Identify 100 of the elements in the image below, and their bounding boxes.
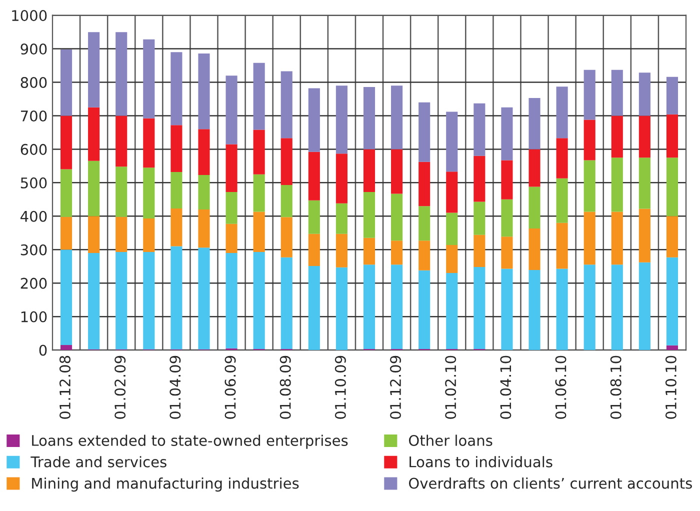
- bar: [363, 264, 376, 350]
- legend-label: Loans extended to state-owned enterprises: [32, 434, 348, 449]
- bar: [474, 103, 486, 156]
- bar: [611, 116, 623, 158]
- y-tick-label: 0: [39, 344, 47, 356]
- bar: [226, 252, 238, 348]
- bar: [198, 129, 210, 175]
- bar: [666, 257, 678, 346]
- legend-label: Loans to individuals: [410, 456, 552, 468]
- bar: [88, 32, 100, 108]
- bar: [280, 138, 292, 186]
- y-tick-label: 1000: [12, 10, 47, 22]
- bar: [446, 172, 458, 213]
- bar: [336, 86, 348, 154]
- y-tick-label: 300: [20, 244, 47, 256]
- bar: [226, 192, 238, 224]
- bar: [198, 248, 210, 350]
- y-tick-label: 400: [20, 210, 47, 222]
- bar: [363, 238, 376, 265]
- bar: [336, 234, 348, 268]
- legend-label: Other loans: [408, 434, 492, 446]
- bar: [528, 270, 540, 350]
- bar: [611, 212, 623, 265]
- bar: [226, 144, 238, 192]
- bar: [528, 149, 540, 187]
- bar: [528, 98, 540, 150]
- bar: [143, 39, 155, 118]
- bar: [60, 169, 72, 217]
- bar: [280, 217, 292, 258]
- bar: [308, 88, 320, 152]
- bar: [391, 194, 403, 241]
- bar: [584, 264, 596, 350]
- bar: [253, 130, 265, 174]
- bar: [198, 209, 210, 248]
- bar: [584, 120, 596, 160]
- bar: [474, 202, 486, 235]
- x-tick-label: 01.08.09: [280, 356, 291, 419]
- y-tick-label: 800: [20, 76, 47, 88]
- bar: [226, 224, 238, 253]
- bar: [418, 102, 430, 162]
- bar: [501, 160, 513, 200]
- bar: [363, 149, 376, 192]
- bar: [280, 71, 292, 138]
- bar: [170, 52, 182, 126]
- bar: [556, 222, 568, 269]
- bar: [336, 267, 348, 350]
- bar: [418, 206, 430, 241]
- bar: [418, 270, 430, 350]
- x-tick-label: 01.02.10: [445, 356, 456, 419]
- legend-label: Mining and manufacturing industries: [32, 478, 299, 492]
- bar: [446, 112, 458, 172]
- x-tick-label: 01.08.10: [610, 356, 622, 419]
- bar: [611, 70, 623, 116]
- bar: [253, 62, 265, 130]
- bar: [170, 172, 182, 208]
- bar: [474, 156, 486, 202]
- x-tick-label: 01.04.10: [500, 356, 512, 419]
- bar: [556, 268, 568, 350]
- bar: [88, 216, 100, 253]
- bar: [584, 70, 596, 120]
- y-tick-label: 200: [20, 278, 47, 289]
- x-tick-label: 01.04.09: [170, 356, 181, 419]
- bar: [556, 178, 568, 223]
- bar: [116, 32, 128, 116]
- bar: [638, 158, 650, 209]
- bar: [666, 114, 678, 158]
- bar: [501, 236, 513, 269]
- bar: [116, 166, 128, 217]
- x-tick-label: 01.02.09: [114, 356, 126, 419]
- bar: [60, 116, 72, 170]
- bar: [60, 250, 72, 346]
- bar: [391, 86, 403, 150]
- bar: [88, 107, 100, 161]
- legend-label: Overdrafts on clients’ current accounts: [408, 478, 692, 489]
- bar: [611, 264, 623, 350]
- bar: [116, 216, 128, 252]
- bar: [584, 212, 596, 265]
- bar: [418, 240, 430, 270]
- bar: [116, 252, 128, 350]
- bar: [501, 199, 513, 237]
- bar: [170, 125, 182, 172]
- bar: [308, 200, 320, 234]
- bar: [446, 273, 458, 350]
- legend-label: Trade and services: [30, 456, 166, 468]
- bar: [280, 185, 292, 218]
- x-tick-label: 01.06.10: [555, 356, 566, 419]
- bar: [308, 234, 320, 266]
- bar: [666, 345, 678, 350]
- bar: [556, 86, 568, 138]
- bar: [88, 160, 100, 216]
- bar: [666, 76, 678, 114]
- y-tick-label: 900: [20, 44, 47, 55]
- x-tick-label: 01.06.09: [224, 356, 236, 419]
- bar: [280, 257, 292, 350]
- bar: [501, 268, 513, 350]
- bar: [474, 267, 486, 350]
- bar: [308, 152, 320, 200]
- bar: [170, 208, 182, 246]
- bar: [666, 216, 678, 258]
- bar: [446, 244, 458, 274]
